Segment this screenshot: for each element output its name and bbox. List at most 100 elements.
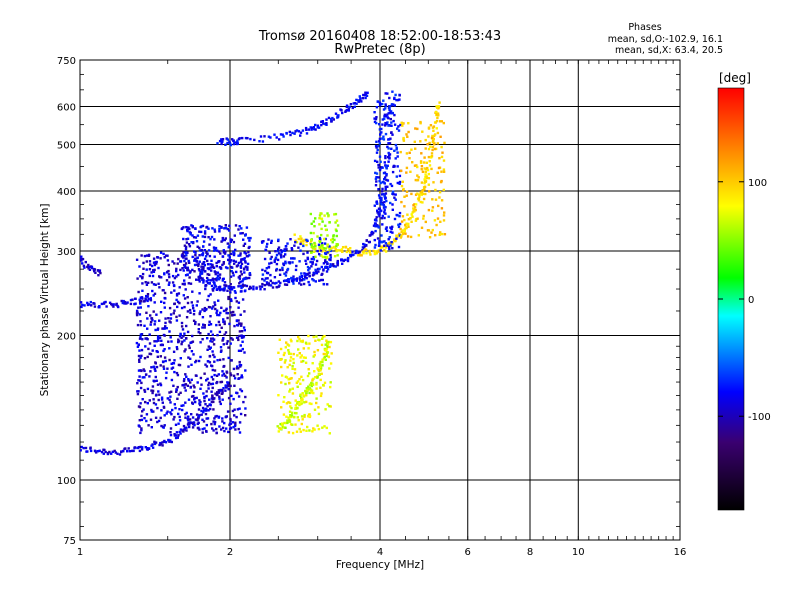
- cloud-point: [195, 413, 199, 416]
- trace-point: [436, 112, 440, 115]
- cloud-point: [154, 369, 157, 372]
- cloud-point: [386, 92, 389, 95]
- cloud-point: [319, 386, 322, 389]
- cloud-point: [194, 227, 197, 230]
- cloud-point: [237, 367, 240, 370]
- cloud-point: [233, 313, 236, 317]
- trace-point: [389, 117, 392, 121]
- trace-point: [403, 228, 407, 231]
- cloud-point: [374, 144, 378, 148]
- cloud-point: [172, 384, 175, 387]
- cloud-point: [314, 245, 317, 248]
- cloud-point: [160, 398, 164, 401]
- cloud-point: [379, 102, 382, 106]
- trace-point: [216, 391, 219, 394]
- trace-point: [297, 237, 300, 241]
- cloud-point: [199, 276, 202, 280]
- cloud-point: [147, 305, 150, 308]
- trace-point: [185, 429, 188, 432]
- cloud-point: [390, 147, 393, 150]
- cloud-point: [241, 298, 245, 301]
- cloud-point: [223, 333, 226, 336]
- cloud-point: [413, 164, 417, 167]
- cloud-point: [208, 398, 211, 401]
- cloud-point: [424, 170, 427, 173]
- trace-point: [82, 446, 85, 450]
- cloud-point: [378, 142, 381, 145]
- cloud-point: [325, 339, 328, 342]
- cloud-point: [151, 274, 155, 278]
- cloud-point: [229, 342, 232, 345]
- trace-point: [289, 133, 292, 137]
- cloud-point: [211, 350, 214, 353]
- cloud-point: [201, 235, 204, 238]
- cloud-point: [324, 353, 328, 356]
- cloud-point: [197, 331, 200, 334]
- cloud-point: [219, 266, 223, 270]
- cloud-point: [226, 266, 229, 270]
- cloud-point: [279, 358, 282, 361]
- cloud-point: [327, 214, 330, 217]
- cloud-point: [215, 288, 219, 291]
- cloud-point: [398, 180, 402, 184]
- cloud-point: [442, 121, 445, 125]
- cloud-point: [384, 192, 388, 195]
- cloud-point: [297, 335, 300, 339]
- cloud-point: [235, 319, 239, 322]
- cloud-point: [181, 227, 184, 230]
- trace-point: [356, 99, 360, 102]
- cloud-point: [162, 349, 165, 353]
- trace-point: [217, 391, 221, 394]
- cloud-point: [177, 292, 181, 295]
- trace-point: [349, 253, 352, 257]
- trace-point: [427, 155, 431, 159]
- cloud-point: [330, 352, 333, 355]
- trace-point: [237, 285, 240, 288]
- cloud-point: [221, 417, 224, 420]
- cloud-point: [167, 273, 171, 276]
- cloud-point: [215, 427, 218, 431]
- cloud-point: [203, 396, 206, 400]
- cloud-point: [159, 251, 163, 254]
- cloud-point: [305, 394, 308, 397]
- cloud-point: [315, 259, 319, 263]
- trace-point: [417, 199, 421, 202]
- cloud-point: [168, 391, 171, 394]
- trace-point: [310, 128, 313, 131]
- cloud-point: [187, 378, 190, 381]
- cloud-point: [283, 249, 287, 253]
- cloud-point: [329, 362, 333, 365]
- cloud-point: [222, 318, 225, 321]
- cloud-point: [438, 157, 441, 160]
- trace-point: [321, 364, 324, 367]
- trace-point: [293, 278, 297, 281]
- cloud-point: [200, 272, 204, 275]
- cloud-point: [139, 323, 143, 327]
- cloud-point: [434, 198, 438, 201]
- cloud-point: [288, 352, 291, 355]
- trace-point: [370, 230, 374, 234]
- cloud-point: [178, 419, 182, 422]
- cloud-point: [199, 341, 202, 344]
- cloud-point: [224, 224, 227, 227]
- cloud-point: [310, 222, 313, 225]
- cloud-point: [316, 367, 319, 370]
- cloud-point: [276, 249, 280, 253]
- trace-point: [90, 304, 93, 307]
- trace-point: [322, 122, 325, 125]
- trace-point: [359, 97, 362, 100]
- cloud-point: [137, 306, 140, 309]
- cloud-point: [203, 230, 207, 233]
- cloud-point: [378, 179, 381, 183]
- cloud-point: [195, 278, 198, 281]
- trace-point: [432, 125, 436, 128]
- cloud-point: [184, 416, 187, 419]
- cloud-point: [163, 356, 167, 359]
- y-axis-label: Stationary phase Virtual Height [km]: [39, 204, 51, 397]
- cloud-point: [233, 324, 236, 328]
- cloud-point: [183, 266, 186, 269]
- cloud-point: [178, 301, 181, 305]
- cloud-point: [437, 166, 441, 170]
- trace-point: [307, 387, 311, 391]
- trace-point: [89, 449, 93, 453]
